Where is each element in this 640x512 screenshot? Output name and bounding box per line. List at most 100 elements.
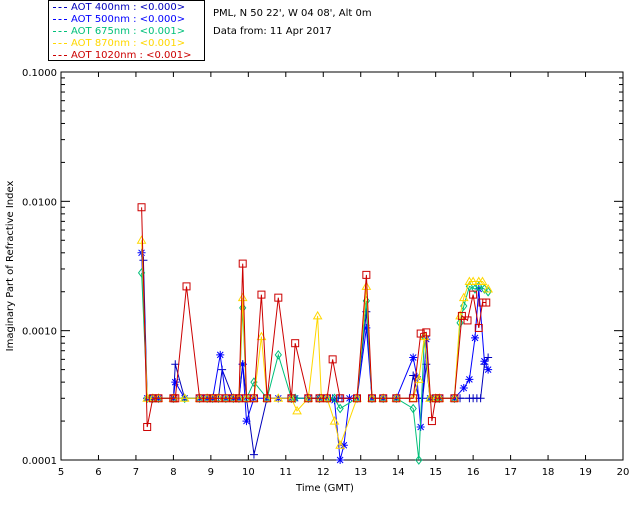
data-point bbox=[475, 281, 483, 292]
data-point bbox=[336, 403, 344, 414]
data-point bbox=[335, 440, 345, 449]
data-point bbox=[468, 276, 478, 285]
data-point bbox=[216, 350, 225, 359]
data-point bbox=[287, 394, 296, 403]
data-point bbox=[378, 393, 389, 402]
data-point bbox=[458, 292, 469, 302]
x-tick-label: 18 bbox=[542, 467, 555, 478]
data-point bbox=[463, 316, 472, 325]
data-point bbox=[323, 394, 332, 403]
x-tick-label: 11 bbox=[279, 467, 292, 478]
x-tick-label: 5 bbox=[58, 467, 64, 478]
data-point bbox=[229, 394, 238, 403]
data-point bbox=[291, 339, 300, 348]
data-point bbox=[460, 301, 468, 311]
site-info: PML, N 50 22', W 04 08', Alt 0m bbox=[213, 8, 372, 19]
legend-item-500nm: AOT 500nm : <0.000> bbox=[53, 14, 185, 26]
data-point bbox=[367, 394, 376, 403]
data-point bbox=[339, 441, 348, 450]
data-point bbox=[456, 317, 464, 328]
x-tick-label: 16 bbox=[467, 467, 480, 478]
data-point bbox=[136, 235, 147, 244]
y-tick-label: 0.0010 bbox=[22, 327, 57, 338]
data-point bbox=[409, 394, 418, 403]
data-point bbox=[303, 393, 314, 402]
data-point bbox=[239, 303, 247, 313]
data-point bbox=[286, 393, 297, 402]
x-tick-label: 10 bbox=[242, 467, 255, 478]
data-point bbox=[273, 393, 284, 402]
data-point bbox=[352, 394, 361, 403]
data-point bbox=[274, 350, 282, 360]
series-line bbox=[141, 252, 489, 461]
data-point bbox=[469, 290, 478, 299]
data-point bbox=[427, 417, 436, 426]
x-tick-label: 14 bbox=[392, 467, 405, 478]
x-tick-label: 8 bbox=[170, 467, 176, 478]
data-point bbox=[249, 394, 258, 403]
data-point bbox=[304, 394, 313, 403]
data-point bbox=[148, 394, 157, 403]
legend-label-400nm: AOT 400nm : <0.000> bbox=[71, 2, 186, 13]
x-tick-label: 9 bbox=[208, 467, 214, 478]
legend-item-870nm: AOT 870nm : <0.001> bbox=[53, 38, 185, 50]
data-point bbox=[476, 394, 485, 403]
data-point bbox=[484, 365, 493, 374]
data-point bbox=[194, 393, 205, 402]
y-axis-label: Imaginary Part of Refractive Index bbox=[5, 181, 16, 352]
legend-swatch-400nm bbox=[53, 6, 67, 8]
data-point bbox=[274, 293, 283, 302]
data-point bbox=[312, 310, 323, 320]
legend-swatch-870nm bbox=[53, 42, 67, 44]
x-tick-label: 19 bbox=[579, 467, 592, 478]
data-point bbox=[171, 378, 180, 387]
data-point bbox=[413, 374, 424, 383]
data-point bbox=[237, 292, 248, 302]
data-point bbox=[257, 290, 266, 299]
data-point bbox=[474, 323, 483, 332]
data-point bbox=[182, 282, 191, 291]
data-point bbox=[471, 333, 480, 342]
data-point bbox=[330, 396, 339, 405]
data-point bbox=[484, 286, 492, 297]
x-tick-label: 12 bbox=[317, 467, 330, 478]
data-point bbox=[482, 298, 491, 307]
data-point bbox=[208, 394, 217, 403]
data-point bbox=[477, 276, 488, 285]
data-point bbox=[263, 394, 272, 403]
data-point bbox=[450, 394, 459, 403]
series-group bbox=[136, 203, 493, 465]
data-point bbox=[154, 394, 163, 403]
data-point bbox=[143, 422, 152, 431]
data-point bbox=[391, 393, 402, 402]
data-point bbox=[241, 393, 252, 402]
x-axis: 5 6 7 8 9 10 11 12 13 14 15 16 17 18 19 20 bbox=[58, 72, 629, 478]
data-point bbox=[379, 394, 388, 403]
data-point bbox=[362, 270, 371, 279]
data-point bbox=[435, 394, 444, 403]
data-point bbox=[449, 393, 460, 402]
x-tick-label: 7 bbox=[133, 467, 139, 478]
data-point bbox=[408, 393, 419, 402]
x-tick-label: 17 bbox=[504, 467, 517, 478]
data-point bbox=[322, 393, 332, 402]
legend-label-500nm: AOT 500nm : <0.000> bbox=[71, 14, 186, 25]
data-point bbox=[336, 456, 345, 464]
series-line bbox=[141, 207, 487, 428]
data-point bbox=[457, 311, 466, 320]
x-tick-label: 15 bbox=[429, 467, 442, 478]
date-info: Data from: 11 Apr 2017 bbox=[213, 26, 332, 37]
x-tick-label: 6 bbox=[95, 467, 101, 478]
x-axis-label: Time (GMT) bbox=[295, 483, 354, 494]
y-tick-label: 0.0100 bbox=[22, 197, 57, 208]
data-point bbox=[328, 355, 337, 364]
legend-swatch-675nm bbox=[53, 30, 67, 32]
data-point bbox=[480, 357, 489, 366]
data-point bbox=[262, 393, 272, 402]
y-axis: 0.0001 0.0010 0.0100 0.1000 bbox=[22, 68, 623, 467]
data-point bbox=[249, 450, 258, 459]
y-tick-label: 0.0001 bbox=[22, 456, 57, 467]
data-point bbox=[459, 384, 468, 393]
data-point bbox=[179, 393, 190, 402]
